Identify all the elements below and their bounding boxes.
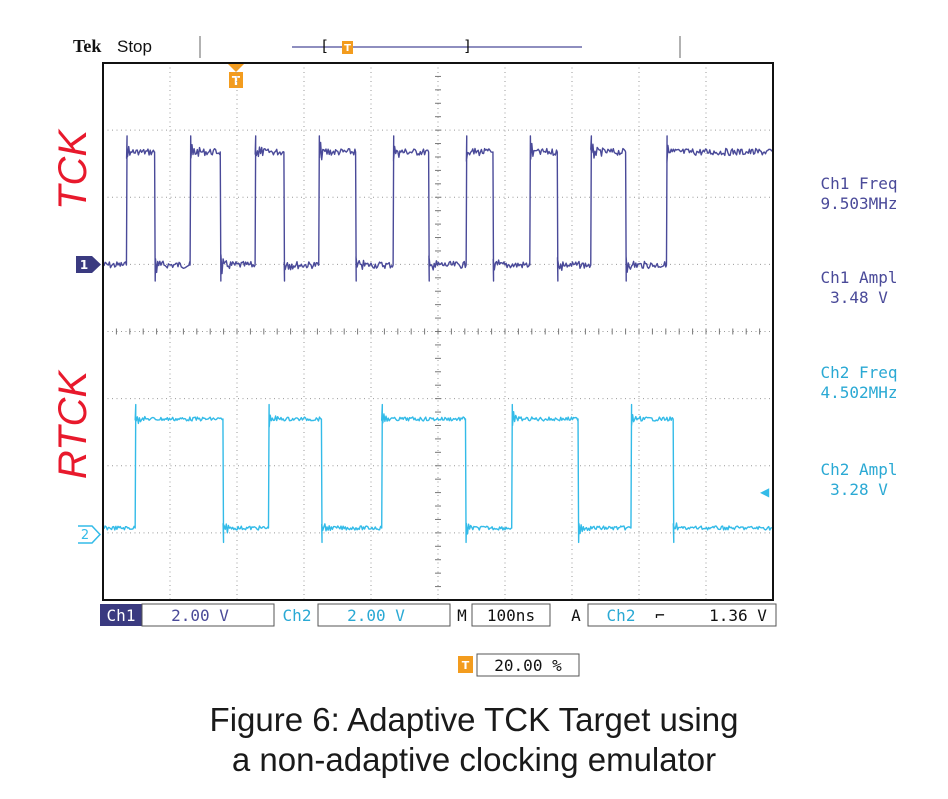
status-bar: Ch1 2.00 V Ch2 2.00 V M 100ns A Ch2 ⌐ 1.… <box>100 603 777 627</box>
status-timebase-value[interactable]: 100ns <box>487 606 535 625</box>
caption-line-1: Figure 6: Adaptive TCK Target using <box>209 701 739 738</box>
status-trigger-level[interactable]: 1.36 V <box>709 606 767 625</box>
rtck-side-label: RTCK <box>51 369 95 479</box>
ch1-ground-marker[interactable]: 1 <box>76 256 101 273</box>
status-ch2-label[interactable]: Ch2 <box>283 606 312 625</box>
ch2-freq-value: 4.502MHz <box>820 383 897 402</box>
ch1-scale-box <box>141 603 275 627</box>
oscilloscope-display: Tek Stop [ ] T T 1 2 ◀ TCK RTCK Ch1 Freq… <box>51 36 898 677</box>
status-ch2-scale[interactable]: 2.00 V <box>347 606 405 625</box>
ch2-ampl-label: Ch2 Ampl <box>820 460 897 479</box>
record-trigger-glyph: T <box>344 43 351 54</box>
run-state-label: Stop <box>117 37 152 56</box>
record-right-bracket: ] <box>463 37 472 55</box>
ch1-ground-label: 1 <box>80 258 88 272</box>
ch1-freq-value: 9.503MHz <box>820 194 897 213</box>
ch1-ampl-label: Ch1 Ampl <box>820 268 897 287</box>
ch1-ampl-value: 3.48 V <box>830 288 888 307</box>
graticule <box>102 62 774 601</box>
status-trigger-source[interactable]: Ch2 <box>607 606 636 625</box>
tck-waveform <box>102 135 773 282</box>
record-length-indicator: [ ] T <box>292 37 582 55</box>
ch1-freq-label: Ch1 Freq <box>820 174 897 193</box>
rtck-waveform <box>102 403 773 544</box>
tck-side-label: TCK <box>51 128 95 210</box>
trigger-level-arrow[interactable]: ◀ <box>760 485 770 499</box>
trigger-slope-icon[interactable]: ⌐ <box>655 606 665 625</box>
brand-label: Tek <box>73 36 101 56</box>
timebase-box <box>471 603 551 627</box>
ch2-ground-marker[interactable]: 2 <box>78 525 102 544</box>
trigger-position-icon <box>458 656 473 673</box>
trigger-position-marker[interactable]: T <box>228 64 244 88</box>
ch2-freq-label: Ch2 Freq <box>820 363 897 382</box>
status-trigger-label: A <box>571 606 581 625</box>
status-ch1-scale[interactable]: 2.00 V <box>171 606 229 625</box>
screen-frame <box>102 62 774 601</box>
ch2-ground-label: 2 <box>81 528 89 543</box>
trigger-position-glyph: T <box>462 659 470 672</box>
record-trigger-icon <box>342 41 353 54</box>
trigger-position-readout: T 20.00 % <box>458 653 580 677</box>
trigger-marker-glyph: T <box>232 74 241 88</box>
measurements-panel: Ch1 Freq 9.503MHz Ch1 Ampl 3.48 V Ch2 Fr… <box>820 174 897 499</box>
record-left-bracket: [ <box>320 37 329 55</box>
trigger-position-value[interactable]: 20.00 % <box>494 656 562 675</box>
ch2-scale-box <box>317 603 451 627</box>
status-ch1-label[interactable]: Ch1 <box>107 606 136 625</box>
caption-line-2: a non-adaptive clocking emulator <box>231 741 717 778</box>
status-timebase-label: M <box>457 606 467 625</box>
ch1-label-box <box>100 604 142 626</box>
ch2-ampl-value: 3.28 V <box>830 480 888 499</box>
trigger-box <box>587 603 777 627</box>
figure-caption: Figure 6: Adaptive TCK Target using a no… <box>0 700 948 780</box>
trigger-position-box <box>476 653 580 677</box>
